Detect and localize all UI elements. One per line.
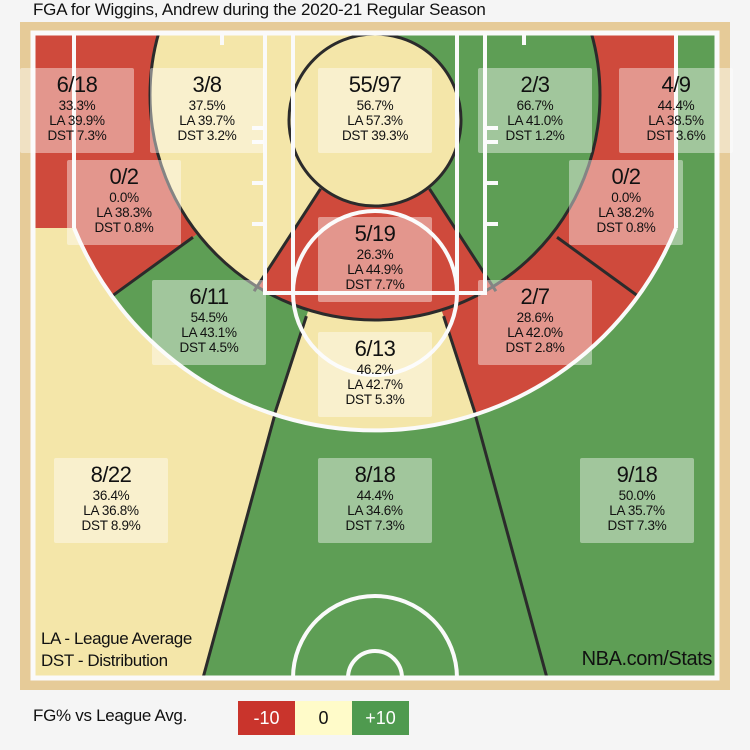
zone-distribution: DST 7.3% — [345, 518, 405, 533]
zone-fga: 8/18 — [354, 462, 396, 487]
center-circle-inner — [346, 649, 404, 678]
zone-arc-line — [148, 33, 602, 322]
zone-label-right-corner-3: 4/9 44.4% LA 38.5% DST 3.6% — [619, 68, 733, 153]
zone-label-center-8-16: 5/19 26.3% LA 44.9% DST 7.7% — [318, 217, 432, 302]
zone-fga: 2/3 — [520, 72, 550, 97]
zone-distribution: DST 3.2% — [177, 128, 237, 143]
zone-distribution: DST 7.3% — [47, 128, 107, 143]
zone-distribution: DST 8.9% — [81, 518, 141, 533]
chart-title: FGA for Wiggins, Andrew during the 2020-… — [33, 0, 486, 19]
source-label: NBA.com/Stats — [581, 648, 713, 670]
zone-league-avg: LA 39.9% — [49, 113, 105, 128]
zone-league-avg: LA 38.2% — [598, 205, 654, 220]
zone-fg-pct: 44.4% — [356, 488, 394, 503]
legend-label: FG% vs League Avg. — [33, 706, 187, 725]
zone-right-corner-3 — [676, 33, 717, 228]
zone-fg-pct: 50.0% — [618, 488, 656, 503]
zone-league-avg: LA 34.6% — [347, 503, 403, 518]
zone-league-avg: LA 42.7% — [347, 377, 403, 392]
zone-divider — [556, 236, 639, 298]
zone-distribution: DST 0.8% — [596, 220, 656, 235]
zone-fg-pct: 66.7% — [516, 98, 554, 113]
zone-fg-pct: 28.6% — [516, 310, 554, 325]
zone-right-16-24 — [375, 33, 676, 329]
three-point-arc — [72, 227, 678, 433]
legend-item-minus10: -10 — [238, 701, 295, 735]
zone-fg-pct: 37.5% — [188, 98, 226, 113]
zone-label-left-8-16: 3/8 37.5% LA 39.7% DST 3.2% — [150, 68, 264, 153]
paint-lines — [263, 33, 487, 295]
zone-fg-pct: 0.0% — [109, 190, 139, 205]
zone-label-center-16-24: 6/13 46.2% LA 42.7% DST 5.3% — [318, 332, 432, 417]
zone-fga: 55/97 — [348, 72, 402, 97]
zone-label-right-16-24: 0/2 0.0% LA 38.2% DST 0.8% — [569, 160, 683, 245]
zone-fga: 3/8 — [192, 72, 222, 97]
zone-fg-pct: 33.3% — [58, 98, 96, 113]
zone-left-corner-3 — [33, 33, 74, 228]
la-note: LA - League Average — [41, 629, 192, 648]
zone-league-avg: LA 41.0% — [507, 113, 563, 128]
zone-fga: 0/2 — [109, 164, 139, 189]
center-circle — [291, 594, 459, 678]
zone-league-avg: LA 43.1% — [181, 325, 237, 340]
zone-fg-pct: 56.7% — [356, 98, 394, 113]
zone-distribution: DST 4.5% — [179, 340, 239, 355]
zone-label-left-16-24: 0/2 0.0% LA 38.3% DST 0.8% — [67, 160, 181, 245]
zone-label-left-corner-3: 6/18 33.3% LA 39.9% DST 7.3% — [20, 68, 134, 153]
zone-fg-pct: 46.2% — [356, 362, 394, 377]
legend-item-plus10: +10 — [352, 701, 409, 735]
free-throw-circle — [291, 209, 459, 377]
zone-distribution: DST 7.3% — [607, 518, 667, 533]
zone-league-avg: LA 36.8% — [83, 503, 139, 518]
zone-fg-pct: 26.3% — [356, 247, 394, 262]
zone-label-right-above-break-3: 9/18 50.0% LA 35.7% DST 7.3% — [580, 458, 694, 543]
zone-fga: 0/2 — [611, 164, 641, 189]
zone-fga: 6/18 — [56, 72, 98, 97]
zone-league-avg: LA 39.7% — [179, 113, 235, 128]
zone-divider — [201, 413, 277, 678]
zones — [33, 33, 717, 678]
zone-label-right-center-16-24: 2/7 28.6% LA 42.0% DST 2.8% — [478, 280, 592, 365]
zone-distribution: DST 7.7% — [345, 277, 405, 292]
zone-divider — [473, 413, 549, 678]
zone-league-avg: LA 35.7% — [609, 503, 665, 518]
zone-league-avg: LA 42.0% — [507, 325, 563, 340]
zone-label-left-center-16-24: 6/11 54.5% LA 43.1% DST 4.5% — [152, 280, 266, 365]
zone-fg-pct: 36.4% — [92, 488, 130, 503]
dst-note: DST - Distribution — [41, 651, 168, 670]
zone-distribution: DST 5.3% — [345, 392, 405, 407]
zone-distribution: DST 2.8% — [505, 340, 565, 355]
zone-distribution: DST 0.8% — [94, 220, 154, 235]
zone-fg-pct: 54.5% — [190, 310, 228, 325]
zone-fga: 5/19 — [354, 221, 396, 246]
zone-divider — [111, 236, 194, 298]
zone-distribution: DST 1.2% — [505, 128, 565, 143]
zone-fg-pct: 0.0% — [611, 190, 641, 205]
zone-league-avg: LA 38.3% — [96, 205, 152, 220]
zone-fga: 6/11 — [189, 284, 229, 309]
zone-league-avg: LA 38.5% — [648, 113, 704, 128]
zone-label-center-above-break-3: 8/18 44.4% LA 34.6% DST 7.3% — [318, 458, 432, 543]
zone-league-avg: LA 44.9% — [347, 262, 403, 277]
zone-fga: 6/13 — [354, 336, 396, 361]
zone-fg-pct: 44.4% — [657, 98, 695, 113]
zone-fga: 9/18 — [616, 462, 658, 487]
court-boundary — [30, 30, 720, 681]
zone-label-restricted-area: 55/97 56.7% LA 57.3% DST 39.3% — [318, 68, 432, 153]
zone-label-left-above-break-3: 8/22 36.4% LA 36.8% DST 8.9% — [54, 458, 168, 543]
zone-league-avg: LA 57.3% — [347, 113, 403, 128]
zone-fga: 8/22 — [90, 462, 132, 487]
zone-fga: 2/7 — [520, 284, 550, 309]
zone-distribution: DST 39.3% — [341, 128, 409, 143]
zone-distribution: DST 3.6% — [646, 128, 706, 143]
zone-fga: 4/9 — [661, 72, 691, 97]
zone-label-right-8-16: 2/3 66.7% LA 41.0% DST 1.2% — [478, 68, 592, 153]
zone-left-16-24 — [74, 33, 375, 329]
legend-item-zero: 0 — [295, 701, 352, 735]
